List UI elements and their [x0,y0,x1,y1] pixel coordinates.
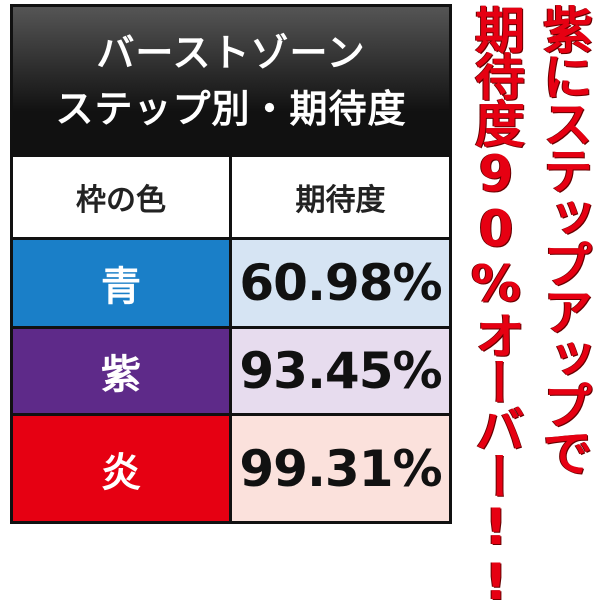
table-panel: バーストゾーン ステップ別・期待度 枠の色 期待度 青 60.98% 紫 93.… [10,4,452,524]
row-label: 紫 [13,329,229,413]
row-value: 99.31% [232,416,449,521]
page: バーストゾーン ステップ別・期待度 枠の色 期待度 青 60.98% 紫 93.… [10,4,593,608]
row-label: 青 [13,240,229,326]
column-header: 枠の色 [13,157,229,237]
title-line: ステップ別・期待度 [55,87,407,131]
title-line: バーストゾーン [96,31,366,75]
row-value: 93.45% [232,329,449,413]
row-label: 炎 [13,416,229,521]
row-value: 60.98% [232,240,449,326]
header: バーストゾーン ステップ別・期待度 [13,7,449,157]
column-header: 期待度 [232,157,449,237]
side-caption: 紫にステップアップで [535,4,593,474]
side-caption: 期待度90%オーバー!! [467,4,525,608]
